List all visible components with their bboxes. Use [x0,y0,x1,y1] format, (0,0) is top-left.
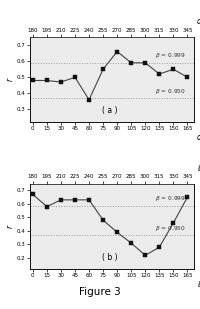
Y-axis label: r: r [6,78,15,81]
Text: $\beta$ = 0.950: $\beta$ = 0.950 [155,224,186,233]
Text: $\beta$ = 0.999: $\beta$ = 0.999 [155,51,186,60]
Y-axis label: r: r [6,225,15,228]
Text: Figure 3: Figure 3 [79,287,121,297]
Text: αₒ: αₒ [197,133,200,142]
Text: $\beta$ = 0.999: $\beta$ = 0.999 [155,194,186,203]
Text: α'ₑ: α'ₑ [197,17,200,26]
Text: $\beta$ = 0.950: $\beta$ = 0.950 [155,87,186,96]
Text: ℓ'ₑ: ℓ'ₑ [197,164,200,173]
Text: ℓₒ: ℓₒ [197,280,200,289]
Text: ( b ): ( b ) [102,253,117,262]
Text: ( a ): ( a ) [102,107,117,116]
